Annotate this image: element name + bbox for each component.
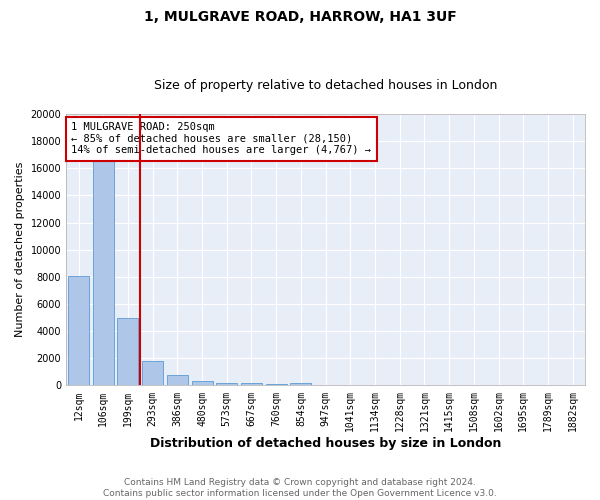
Y-axis label: Number of detached properties: Number of detached properties <box>15 162 25 338</box>
Bar <box>118 318 139 386</box>
Bar <box>167 375 188 386</box>
X-axis label: Distribution of detached houses by size in London: Distribution of detached houses by size … <box>150 437 501 450</box>
Text: Contains HM Land Registry data © Crown copyright and database right 2024.
Contai: Contains HM Land Registry data © Crown c… <box>103 478 497 498</box>
Bar <box>93 161 114 386</box>
Bar <box>290 384 311 386</box>
Bar <box>142 361 163 386</box>
Title: Size of property relative to detached houses in London: Size of property relative to detached ho… <box>154 79 497 92</box>
Bar <box>191 380 212 386</box>
Text: 1, MULGRAVE ROAD, HARROW, HA1 3UF: 1, MULGRAVE ROAD, HARROW, HA1 3UF <box>143 10 457 24</box>
Text: 1 MULGRAVE ROAD: 250sqm
← 85% of detached houses are smaller (28,150)
14% of sem: 1 MULGRAVE ROAD: 250sqm ← 85% of detache… <box>71 122 371 156</box>
Bar <box>68 276 89 386</box>
Bar <box>241 384 262 386</box>
Bar <box>216 382 237 386</box>
Bar <box>266 384 287 386</box>
